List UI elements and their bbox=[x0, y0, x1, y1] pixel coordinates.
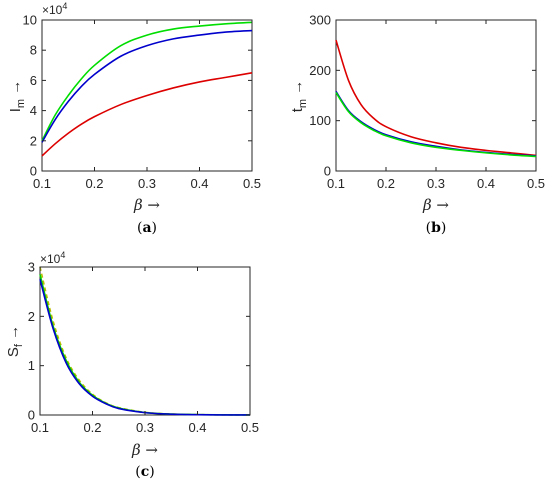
panel-b-y-label: tm → bbox=[289, 80, 309, 113]
panel-c-series-line-0 bbox=[39, 266, 251, 416]
panel-a-y-label: Im → bbox=[7, 80, 27, 113]
panel-a-ytick-label: 4 bbox=[30, 103, 37, 118]
panel-c-series-line-2 bbox=[39, 279, 251, 416]
panel-c-x-label: β → bbox=[131, 441, 158, 459]
panel-a-xtick-label: 0.2 bbox=[85, 176, 103, 191]
panel-c-caption: (c) bbox=[135, 464, 154, 480]
panel-b-xtick-label: 0.5 bbox=[527, 176, 545, 191]
panel-c-ytick-label: 1 bbox=[28, 358, 35, 373]
panel-a-xtick-label: 0.1 bbox=[33, 176, 51, 191]
panel-a-ytick-label: 10 bbox=[23, 13, 37, 28]
panel-a-ytick-label: 6 bbox=[30, 73, 37, 88]
panel-b-ytick-label: 100 bbox=[309, 113, 331, 128]
panel-b-ytick-label: 300 bbox=[309, 13, 331, 28]
panel-c-xtick-label: 0.3 bbox=[136, 420, 154, 435]
panel-a-xtick-label: 0.3 bbox=[138, 176, 156, 191]
panel-b-xtick-label: 0.3 bbox=[427, 176, 445, 191]
panel-b-axes-box bbox=[335, 19, 537, 172]
panel-c-xtick-label: 0.2 bbox=[83, 420, 101, 435]
panel-b-caption: (b) bbox=[426, 220, 447, 236]
panel-b: 0.1 0.2 0.3 0.4 0.5 0 100 200 300 tm → β → (b) bbox=[289, 13, 545, 237]
panel-a-xtick-label: 0.4 bbox=[190, 176, 208, 191]
panel-b-series-line-2 bbox=[335, 92, 537, 158]
panel-a-ytick-label: 0 bbox=[30, 164, 37, 179]
panel-c: 0.1 0.2 0.3 0.4 0.5 0 1 2 3 ×104 Sf → β → (c) bbox=[5, 250, 259, 480]
panel-b-xtick-label: 0.4 bbox=[477, 176, 495, 191]
panel-a-series-line-1 bbox=[41, 29, 253, 143]
panel-b-series-line-1 bbox=[335, 91, 537, 157]
panel-b-xtick-label: 0.1 bbox=[327, 176, 345, 191]
panel-a-caption: (a) bbox=[137, 220, 157, 236]
panel-a-xtick-label: 0.5 bbox=[243, 176, 261, 191]
panel-a-ytick-label: 2 bbox=[30, 133, 37, 148]
panel-c-y-label: Sf → bbox=[5, 325, 25, 357]
panel-c-y-multiplier: ×104 bbox=[40, 250, 65, 266]
panel-a-series-line-0 bbox=[41, 21, 253, 142]
panel-c-xtick-label: 0.5 bbox=[241, 420, 259, 435]
panel-b-series-line-0 bbox=[335, 39, 537, 157]
panel-a-y-multiplier: ×104 bbox=[42, 1, 67, 17]
panel-a-series-line-2 bbox=[41, 72, 253, 157]
panel-c-xtick-label: 0.1 bbox=[31, 420, 49, 435]
panel-b-ytick-label: 0 bbox=[324, 164, 331, 179]
panel-c-axes-box bbox=[39, 266, 251, 416]
panel-b-x-label: β → bbox=[422, 196, 449, 214]
panel-a-ytick-label: 8 bbox=[30, 43, 37, 58]
panel-b-ytick-label: 200 bbox=[309, 63, 331, 78]
panel-c-series-line-1 bbox=[39, 274, 251, 416]
panel-c-ytick-label: 0 bbox=[28, 408, 35, 423]
panel-c-xtick-label: 0.4 bbox=[188, 420, 206, 435]
panel-c-ytick-label: 2 bbox=[28, 309, 35, 324]
panel-b-xtick-label: 0.2 bbox=[377, 176, 395, 191]
panel-a: 0.1 0.2 0.3 0.4 0.5 0 2 4 6 8 10 ×104 Im → β → (a… bbox=[7, 1, 261, 236]
panel-a-x-label: β → bbox=[133, 196, 160, 214]
panel-c-ytick-label: 3 bbox=[28, 260, 35, 275]
